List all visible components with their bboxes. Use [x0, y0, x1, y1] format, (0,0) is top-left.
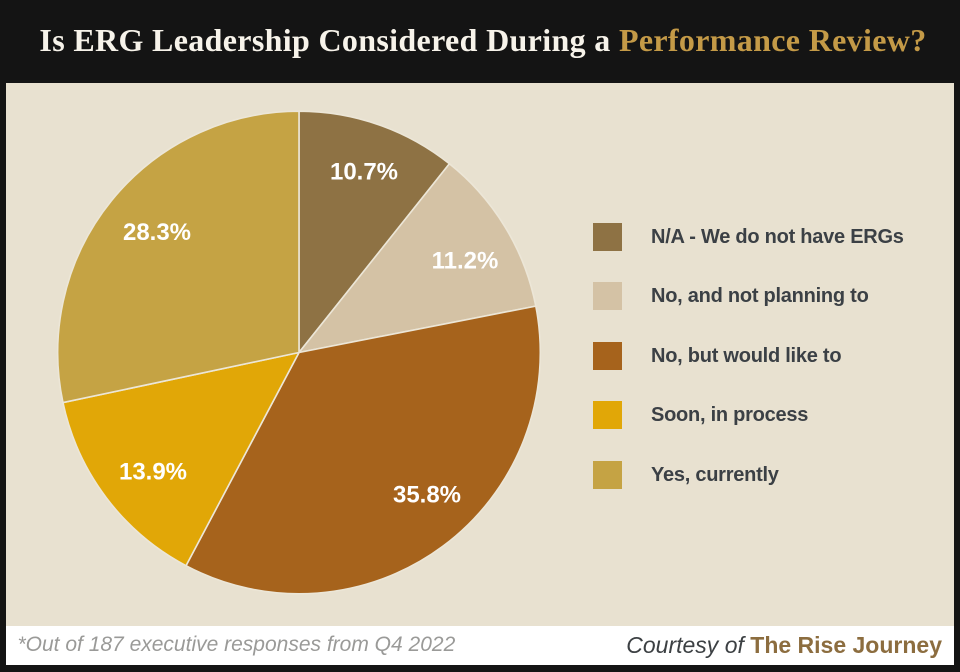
svg-text:13.9%: 13.9%: [119, 459, 187, 486]
svg-text:10.7%: 10.7%: [330, 159, 398, 186]
svg-text:35.8%: 35.8%: [393, 482, 461, 509]
svg-text:11.2%: 11.2%: [432, 247, 499, 274]
svg-text:28.3%: 28.3%: [123, 219, 191, 246]
